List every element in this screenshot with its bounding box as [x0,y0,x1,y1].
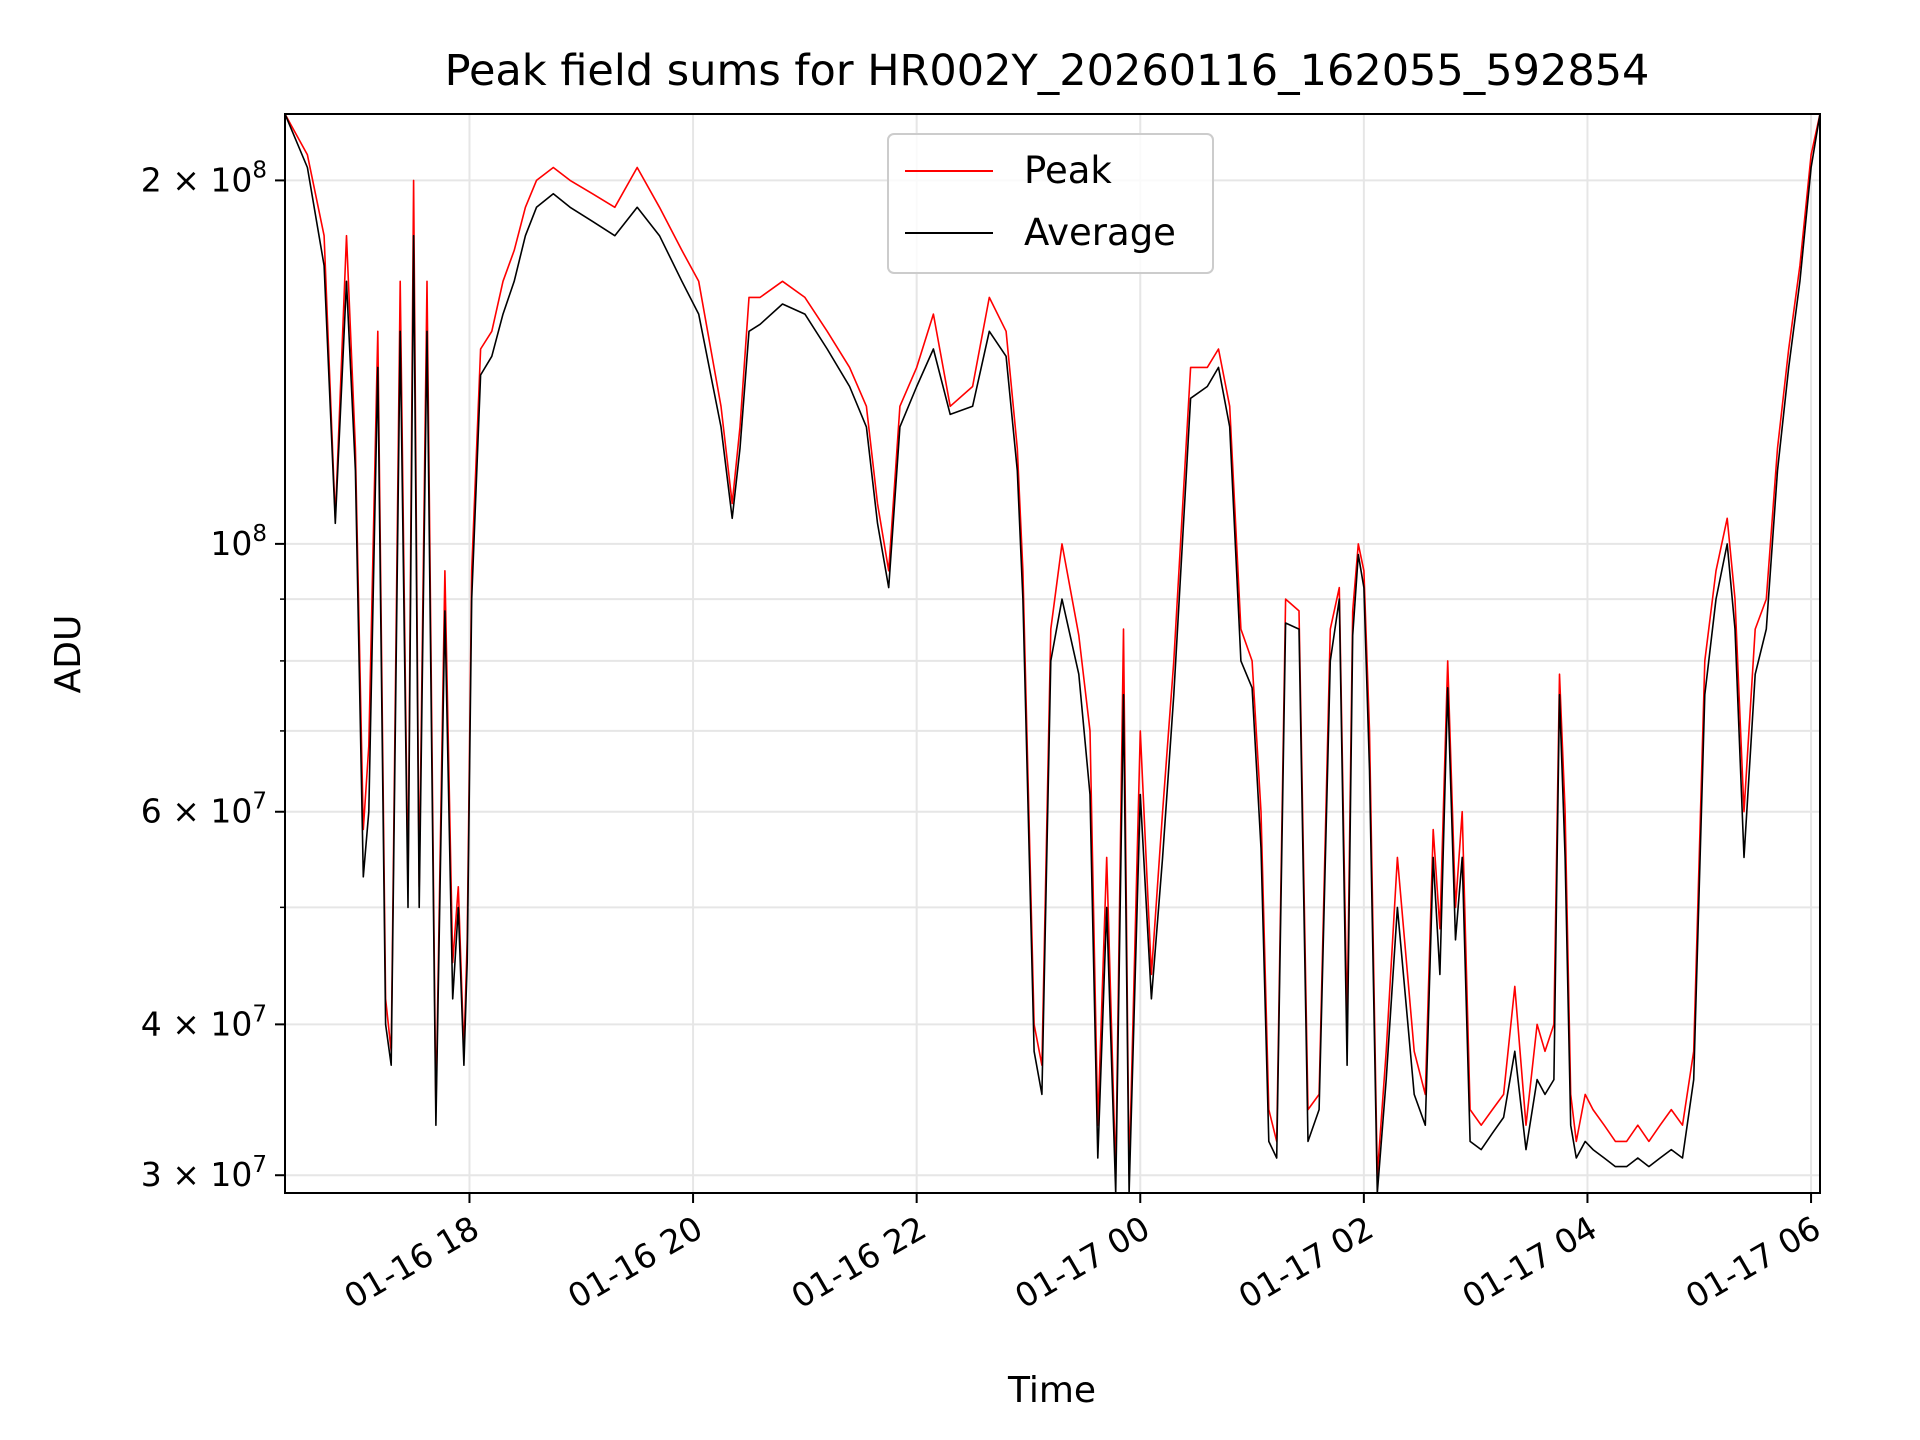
chart-title: Peak field sums for HR002Y_20260116_1620… [445,46,1650,96]
y-tick-label: 4 × 107 [141,1001,267,1043]
y-tick-label: 6 × 107 [141,789,267,831]
series-average-line [285,114,1820,1193]
series-peak-line [285,114,1820,1176]
y-tick-label: 2 × 108 [141,157,267,199]
plot-frame [284,113,1821,1194]
y-tick-label: 108 [210,521,267,563]
series-layer [285,114,1820,1193]
legend-peak-label: Peak [1024,149,1112,192]
legend: Peak Average [887,133,1214,274]
legend-average-label: Average [1024,211,1176,254]
x-axis-label: Time [1007,1370,1096,1411]
legend-box [887,133,1214,274]
y-tick-label: 3 × 107 [141,1152,267,1194]
y-axis-label: ADU [48,615,89,694]
